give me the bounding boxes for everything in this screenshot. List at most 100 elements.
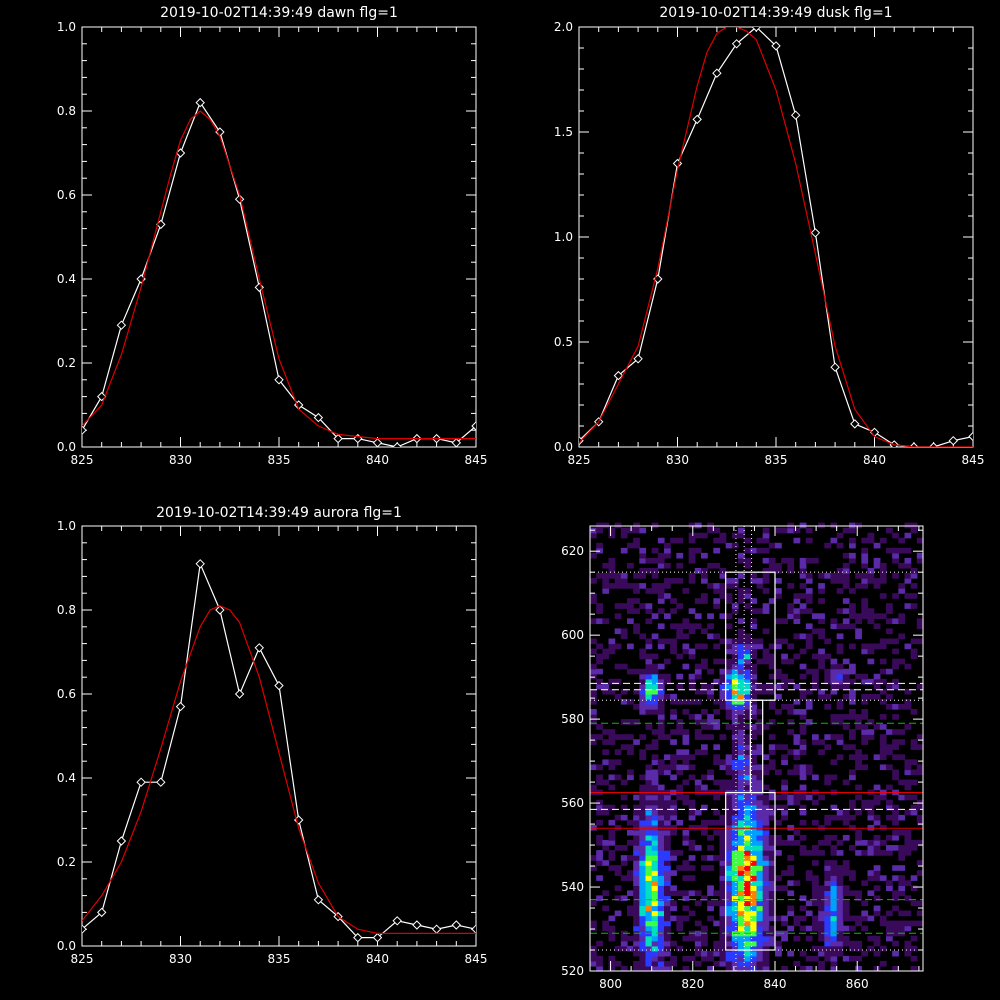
spectrum-heatmap-cell [842, 814, 850, 821]
spectrum-heatmap-cell [812, 900, 819, 907]
spectrum-heatmap-cell [664, 794, 671, 801]
spectrum-heatmap-cell [744, 754, 751, 761]
spectrum-heatmap-cell [596, 960, 603, 967]
spectrum-heatmap-cell [719, 880, 727, 886]
spectrum-heatmap-cell [867, 890, 875, 897]
spectrum-heatmap-cell [805, 965, 813, 972]
dusk-data-point [790, 110, 801, 120]
spectrum-heatmap-cell [651, 865, 659, 871]
spectrum-heatmap-cell [892, 905, 899, 912]
spectrum-heatmap-cell [645, 744, 653, 750]
spectrum-heatmap-cell [842, 900, 850, 907]
spectrum-heatmap-cell [645, 910, 653, 917]
spectrum-heatmap-cell [639, 668, 647, 675]
spectrum-heatmap-cell [651, 829, 659, 836]
spectrum-heatmap-cell [849, 769, 856, 776]
spectrum-heatmap-cell [781, 618, 788, 624]
spectrum-heatmap-cell [596, 734, 603, 740]
spectrum-heatmap-cell [781, 885, 788, 891]
spectrum-heatmap-cell [873, 542, 881, 549]
spectrum-heatmap-cell [731, 779, 739, 786]
spectrum-heatmap-cell [830, 900, 838, 907]
spectrum-heatmap-cell [861, 603, 869, 609]
spectrum-heatmap-cell [713, 698, 721, 705]
spectrum-heatmap-cell [836, 910, 844, 917]
spectrum-heatmap-cell [793, 618, 801, 624]
spectrum-heatmap-cell [842, 819, 850, 826]
spectrum-heatmap-cell [645, 779, 653, 786]
spectrum-heatmap-cell [781, 744, 788, 750]
spectrum-heatmap-cell [620, 527, 628, 534]
spectrum-heatmap-cell [620, 945, 628, 952]
spectrum-heatmap-cell [849, 955, 856, 962]
spectrum-heatmap-cell [824, 885, 832, 891]
spectrum-heatmap-cell [627, 890, 634, 897]
spectrum-heatmap-cell [639, 819, 647, 826]
spectrum-heatmap-cell [713, 724, 721, 730]
spectrum-heatmap-cell [738, 850, 745, 856]
spectrum-heatmap-cell [633, 890, 640, 897]
spectrum-heatmap-cell [731, 583, 739, 589]
spectrum-heatmap-cell [873, 754, 881, 761]
spectrum-heatmap-cell [713, 598, 721, 604]
spectrum-heatmap-cell [892, 804, 899, 811]
spectrum-heatmap-cell [731, 814, 739, 821]
spectrum-heatmap-cell [645, 840, 653, 846]
spectrum-heatmap-cell [861, 729, 869, 735]
spectrum-heatmap-cell [787, 880, 795, 886]
spectrum-heatmap-cell [701, 532, 708, 539]
spectrum-heatmap-cell [836, 643, 844, 650]
spectrum-heatmap-cell [719, 704, 727, 710]
spectrum-heatmap-cell [818, 920, 825, 927]
spectrum-heatmap-cell [614, 678, 622, 685]
spectrum-heatmap-cell [701, 950, 708, 957]
spectrum-heatmap-cell [738, 774, 745, 781]
spectrum-heatmap-cell [731, 643, 739, 650]
spectrum-heatmap-cell [725, 824, 733, 831]
spectrum-heatmap-cell [824, 870, 832, 876]
spectrum-heatmap-cell [664, 658, 671, 665]
spectrum-heatmap-cell [744, 653, 751, 660]
spectrum-heatmap-cell [639, 880, 647, 886]
spectrum-heatmap-cell [713, 809, 721, 816]
spectrum-heatmap-cell [892, 895, 899, 902]
spectrum-heatmap-cell [799, 784, 807, 791]
spectrum-heatmap-cell [688, 648, 696, 655]
spectrum-heatmap-cell [892, 809, 899, 816]
spectrum-heatmap-cell [627, 603, 634, 609]
spectrum-heatmap-cell [805, 910, 813, 917]
spectrum-heatmap-cell [762, 824, 770, 831]
spectrum-heatmap-cell [651, 784, 659, 791]
spectrum-heatmap-cell [836, 754, 844, 761]
spectrum-heatmap-cell [750, 870, 758, 876]
spectrum-heatmap-cell [731, 648, 739, 655]
spectrum-heatmap-cell [639, 925, 647, 932]
spectrum-heatmap-cell [651, 804, 659, 811]
spectrum-heatmap-cell [744, 900, 751, 907]
spectrum-heatmap-cell [799, 714, 807, 720]
spectrum-heatmap-cell [842, 552, 850, 559]
spectrum-heatmap-cell [836, 870, 844, 876]
spectrum-heatmap-cell [645, 905, 653, 912]
spectrum-heatmap-cell [793, 764, 801, 771]
spectrum-heatmap-cell [676, 719, 684, 725]
spectrum-heatmap-cell [639, 678, 647, 685]
spectrum-heatmap-cell [633, 542, 640, 549]
spectrum-heatmap-cell [762, 960, 770, 967]
spectrum-heatmap-cell [818, 573, 825, 579]
spectrum-heatmap-cell [645, 935, 653, 942]
spectrum-heatmap-cell [793, 915, 801, 922]
spectrum-heatmap-cell [818, 950, 825, 957]
dawn-y-tick-label: 0.8 [57, 104, 76, 118]
spectrum-heatmap-cell [725, 850, 733, 856]
spectrum-heatmap-cell [824, 945, 832, 952]
spectrum-heatmap-cell [750, 704, 758, 710]
spectrum-y-tick-label: 580 [561, 712, 584, 726]
spectrum-heatmap-cell [756, 935, 764, 942]
spectrum-heatmap-cell [836, 678, 844, 685]
spectrum-heatmap-cell [688, 875, 696, 881]
spectrum-heatmap-cell [775, 618, 782, 624]
spectrum-heatmap-cell [799, 850, 807, 856]
spectrum-heatmap-cell [799, 729, 807, 735]
